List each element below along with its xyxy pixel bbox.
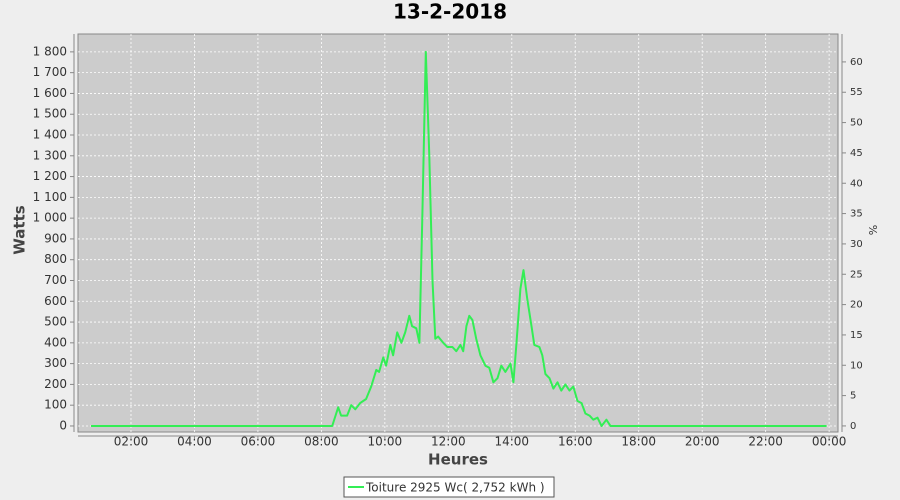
y2-tick-label: 20: [850, 300, 863, 311]
y-tick-label: 1 800: [33, 44, 67, 58]
series-line: [91, 50, 827, 427]
y-tick-label: 1 400: [33, 128, 67, 142]
y2-tick-label: 25: [850, 269, 863, 280]
y-tick-label: 100: [44, 398, 67, 412]
y2-tick-label: 55: [850, 87, 863, 98]
y-tick-label: 1 700: [33, 65, 67, 79]
x-tick-label: 22:00: [748, 435, 783, 449]
x-tick-label: 00:00: [812, 435, 847, 449]
y-tick-label: 200: [44, 377, 67, 391]
y2-tick-label: 40: [850, 178, 863, 189]
x-tick-label: 14:00: [494, 435, 529, 449]
chart-title: 13-2-2018: [393, 0, 507, 24]
y-tick-label: 600: [44, 294, 67, 308]
y2-tick-label: 5: [850, 391, 856, 402]
x-tick-label: 10:00: [368, 435, 403, 449]
y-tick-label: 1 000: [33, 211, 67, 225]
y-tick-label: 1 500: [33, 107, 67, 121]
legend-label: Toiture 2925 Wc( 2,752 kWh ): [365, 481, 545, 495]
x-tick-label: 08:00: [304, 435, 339, 449]
y-tick-label: 1 200: [33, 169, 67, 183]
y-tick-label: 1 300: [33, 148, 67, 162]
x-tick-label: 16:00: [558, 435, 593, 449]
legend: Toiture 2925 Wc( 2,752 kWh ): [343, 476, 555, 498]
y2-tick-label: 10: [850, 360, 863, 371]
x-tick-label: 12:00: [431, 435, 466, 449]
y-tick-label: 900: [44, 231, 67, 245]
y-tick-label: 500: [44, 315, 67, 329]
y2-tick-label: 50: [850, 118, 863, 129]
y2-tick-label: 60: [850, 57, 863, 68]
x-tick-label: 06:00: [241, 435, 276, 449]
y2-axis-label: %: [867, 225, 880, 235]
y-tick-label: 300: [44, 356, 67, 370]
x-tick-label: 20:00: [685, 435, 720, 449]
x-tick-label: 04:00: [177, 435, 212, 449]
x-tick-label: 02:00: [114, 435, 149, 449]
x-axis-label: Heures: [428, 451, 488, 469]
x-tick-label: 18:00: [621, 435, 656, 449]
y2-tick-label: 30: [850, 239, 863, 250]
y-tick-label: 400: [44, 335, 67, 349]
y-tick-label: 800: [44, 252, 67, 266]
y-tick-label: 1 600: [33, 86, 67, 100]
y-tick-label: 1 100: [33, 190, 67, 204]
plot-area: [77, 33, 839, 433]
legend-box: [343, 476, 555, 498]
y2-tick-label: 0: [850, 421, 856, 432]
y-axis-label: Watts: [11, 205, 29, 254]
y-tick-label: 0: [59, 418, 67, 432]
y2-tick-label: 45: [850, 148, 863, 159]
y2-tick-label: 35: [850, 209, 863, 220]
y-tick-label: 700: [44, 273, 67, 287]
y2-tick-label: 15: [850, 330, 863, 341]
